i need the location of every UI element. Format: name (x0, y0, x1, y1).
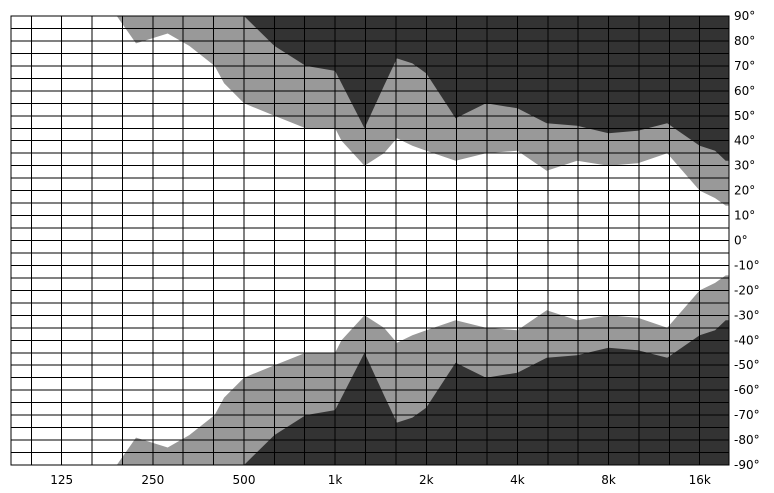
y-tick-labels: 90° 80° 70° 60° 50° 40° 30° 20° 10° 0° -10° -20° -30… (734, 9, 760, 472)
y-tick-label: -40° (734, 333, 760, 347)
x-tick-label: 125 (50, 473, 73, 487)
y-tick-label: -20° (734, 283, 760, 297)
y-tick-label: -90° (734, 458, 760, 472)
y-tick-label: 80° (734, 34, 755, 48)
y-tick-label: -60° (734, 383, 760, 397)
y-tick-label: 20° (734, 184, 755, 198)
y-tick-label: -10° (734, 258, 760, 272)
x-tick-label: 500 (233, 473, 256, 487)
plot-border (10, 15, 730, 466)
y-tick-label: 70° (734, 59, 755, 73)
x-tick-label: 2k (419, 473, 434, 487)
x-tick-label: 16k (689, 473, 711, 487)
x-tick-labels: 125 250 500 1k 2k 4k 8k 16k (50, 473, 711, 487)
y-tick-label: 40° (734, 134, 755, 148)
y-tick-label: -80° (734, 433, 760, 447)
plot-frame (10, 15, 730, 466)
x-tick-label: 250 (141, 473, 164, 487)
y-tick-label: 50° (734, 109, 755, 123)
y-tick-label: -30° (734, 308, 760, 322)
y-tick-label: 30° (734, 159, 755, 173)
y-tick-label: -50° (734, 358, 760, 372)
grid-lines (11, 15, 729, 466)
y-tick-label: -70° (734, 408, 760, 422)
y-tick-label: 60° (734, 84, 755, 98)
x-tick-label: 4k (510, 473, 525, 487)
y-tick-label: 0° (734, 234, 748, 248)
x-tick-label: 1k (328, 473, 343, 487)
y-tick-label: 10° (734, 209, 755, 223)
x-tick-label: 8k (601, 473, 616, 487)
y-tick-label: 90° (734, 9, 755, 23)
